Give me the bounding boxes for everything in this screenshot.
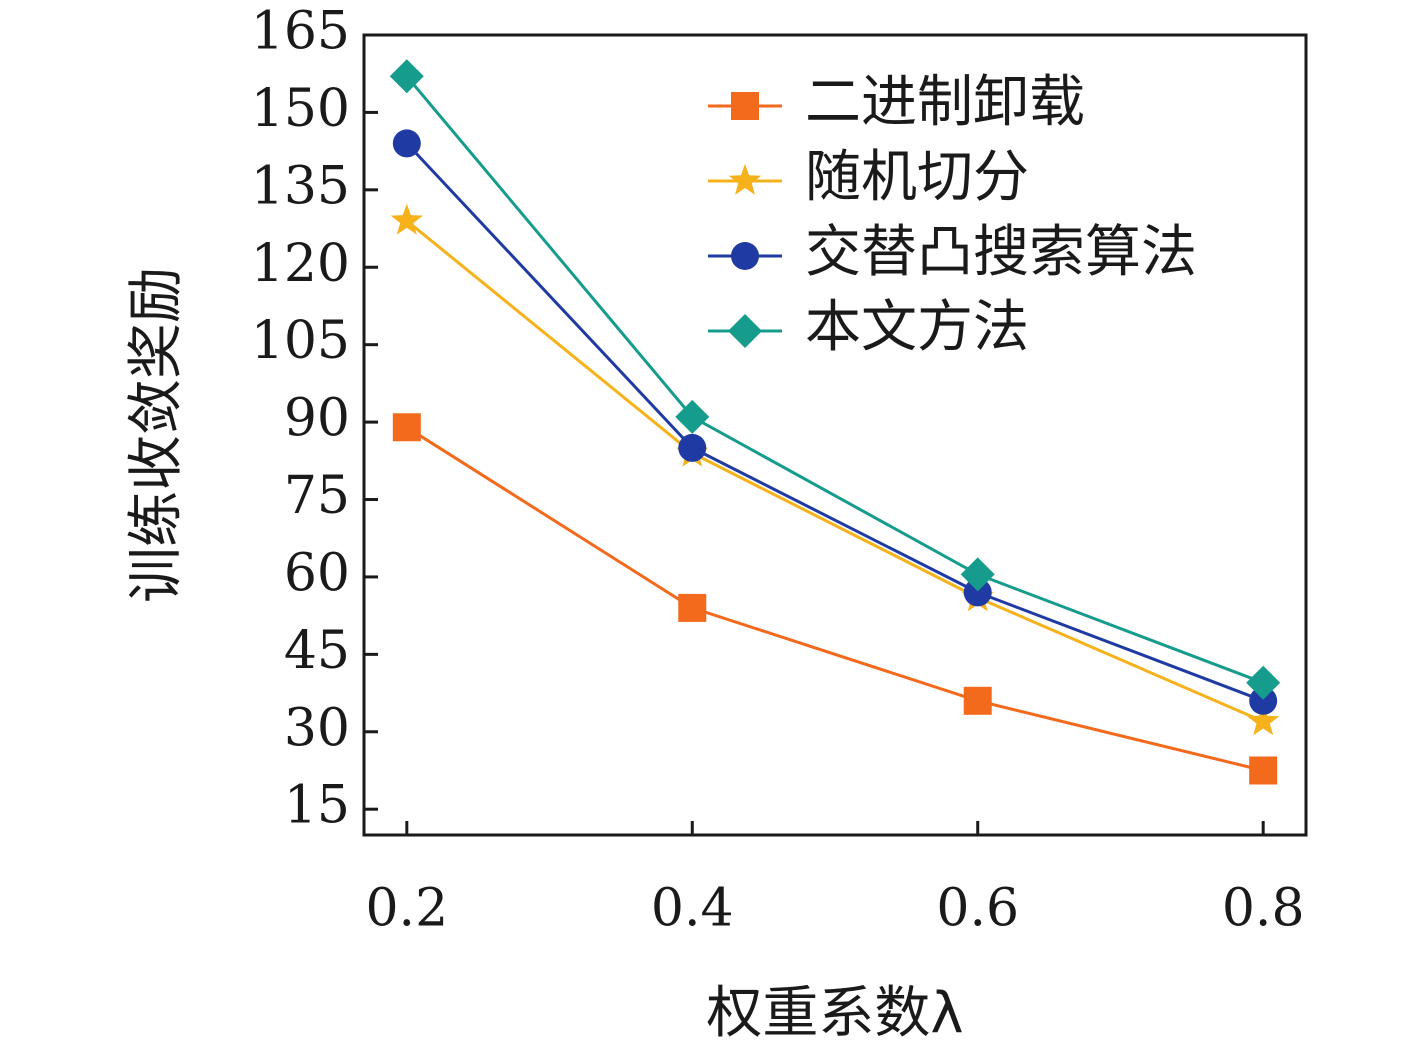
- data-point-series-0: [963, 686, 992, 715]
- data-point-series-0: [392, 413, 421, 442]
- series-line-0: [405, 426, 1264, 772]
- series-lines: [405, 75, 1264, 772]
- y-tick-label: 135: [251, 156, 350, 216]
- x-tick-label: 0.2: [365, 879, 448, 939]
- series-markers: [389, 59, 1281, 785]
- plot-frame: [362, 33, 1308, 837]
- y-tick-label: 75: [284, 466, 350, 526]
- data-point-series-3: [1246, 665, 1281, 700]
- data-point-series-0: [678, 593, 707, 622]
- y-tick-label: 120: [251, 234, 350, 294]
- y-axis: 15 30 45 60 75 90 105 120 135 150 165: [251, 2, 378, 836]
- legend-label: 本文方法: [805, 295, 1029, 360]
- x-tick-label: 0.6: [936, 879, 1019, 939]
- series-line-1: [405, 219, 1264, 723]
- data-point-series-1: [1247, 704, 1280, 736]
- legend-label: 二进制卸载: [805, 70, 1085, 135]
- data-point-series-2: [678, 433, 707, 462]
- data-point-series-2: [963, 578, 992, 607]
- data-point-series-2: [392, 129, 421, 158]
- y-tick-label: 15: [284, 776, 350, 836]
- legend-marker: [731, 242, 759, 270]
- x-tick-label: 0.4: [651, 879, 734, 939]
- legend-marker: [728, 314, 762, 348]
- x-axis: 0.2 0.4 0.6 0.8: [365, 821, 1305, 939]
- data-point-series-3: [389, 59, 424, 94]
- y-tick-label: 60: [284, 543, 350, 603]
- series-line-2: [405, 142, 1264, 703]
- y-tick-label: 105: [251, 311, 350, 371]
- data-point-series-3: [960, 557, 995, 592]
- y-axis-title: 训练收敛奖励: [124, 267, 189, 603]
- data-point-series-2: [1249, 686, 1278, 715]
- x-tick-label: 0.8: [1222, 879, 1305, 939]
- y-tick-label: 30: [284, 698, 350, 758]
- data-point-series-0: [1249, 756, 1278, 785]
- legend-label: 交替凸搜索算法: [805, 220, 1197, 285]
- data-point-series-3: [675, 399, 710, 434]
- legend-marker: [731, 92, 759, 120]
- x-axis-title: 权重系数λ: [706, 981, 963, 1046]
- legend-label: 随机切分: [805, 145, 1029, 210]
- series-line-3: [405, 75, 1264, 685]
- y-tick-label: 165: [251, 2, 350, 62]
- y-tick-label: 90: [284, 389, 350, 449]
- legend-marker: [728, 164, 762, 195]
- data-point-series-1: [390, 203, 423, 235]
- y-tick-label: 45: [284, 621, 350, 681]
- y-tick-label: 150: [251, 79, 350, 139]
